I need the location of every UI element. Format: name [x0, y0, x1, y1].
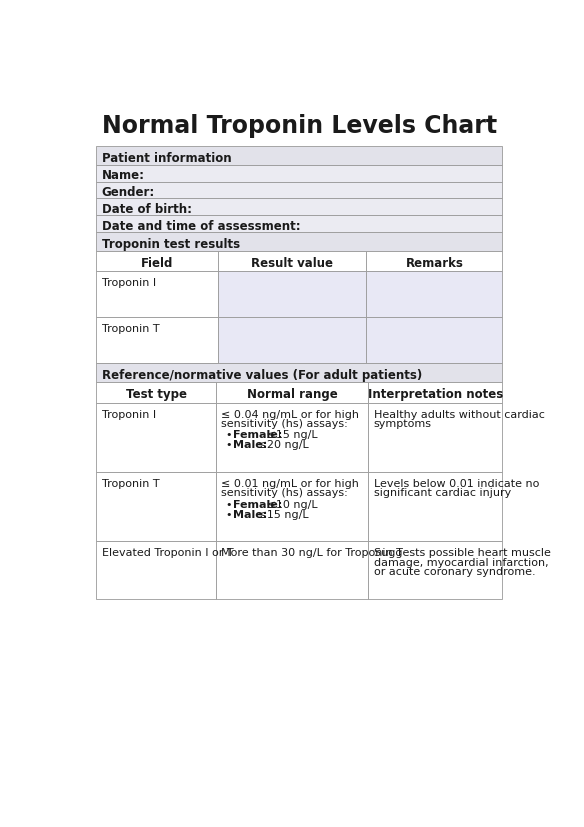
Text: sensitivity (hs) assays:: sensitivity (hs) assays:: [221, 418, 348, 428]
Text: significant cardiac injury: significant cardiac injury: [374, 488, 511, 498]
Text: ≤10 ng/L: ≤10 ng/L: [263, 500, 318, 509]
Bar: [96, 251, 218, 271]
Bar: [218, 271, 366, 318]
Bar: [216, 382, 369, 403]
Text: Interpretation notes: Interpretation notes: [368, 388, 503, 400]
Bar: [366, 318, 502, 364]
Text: •: •: [225, 430, 232, 440]
Text: Result value: Result value: [251, 257, 333, 270]
Text: Troponin I: Troponin I: [102, 409, 156, 419]
Text: Male:: Male:: [233, 509, 267, 519]
Text: Suggests possible heart muscle: Suggests possible heart muscle: [374, 547, 551, 557]
Bar: [96, 403, 216, 472]
Text: Normal Troponin Levels Chart: Normal Troponin Levels Chart: [102, 114, 497, 138]
Text: Remarks: Remarks: [405, 257, 463, 270]
Text: Field: Field: [141, 257, 173, 270]
Bar: [96, 382, 216, 403]
Bar: [216, 472, 369, 542]
Bar: [96, 165, 502, 182]
Bar: [96, 271, 218, 318]
Bar: [96, 199, 502, 216]
Text: •: •: [225, 440, 232, 450]
Text: Troponin T: Troponin T: [102, 324, 159, 334]
Text: •: •: [225, 500, 232, 509]
Bar: [96, 147, 502, 165]
Text: Reference/normative values (For adult patients): Reference/normative values (For adult pa…: [102, 368, 422, 381]
Bar: [96, 472, 216, 542]
Text: •: •: [225, 509, 232, 519]
Bar: [96, 216, 502, 233]
Bar: [366, 251, 502, 271]
Text: Patient information: Patient information: [102, 151, 231, 165]
Text: Date of birth:: Date of birth:: [102, 203, 192, 216]
Bar: [366, 271, 502, 318]
Text: ≤ 0.01 ng/mL or for high: ≤ 0.01 ng/mL or for high: [221, 478, 359, 489]
Text: Female:: Female:: [233, 430, 282, 440]
Bar: [96, 233, 502, 251]
Bar: [96, 364, 502, 382]
Text: damage, myocardial infarction,: damage, myocardial infarction,: [374, 557, 548, 566]
Text: Troponin I: Troponin I: [102, 278, 156, 288]
Text: ≤15 ng/L: ≤15 ng/L: [263, 430, 318, 440]
Text: Levels below 0.01 indicate no: Levels below 0.01 indicate no: [374, 478, 539, 489]
Text: Elevated Troponin I or T: Elevated Troponin I or T: [102, 547, 233, 557]
Text: Troponin test results: Troponin test results: [102, 237, 240, 251]
Bar: [218, 251, 366, 271]
Text: sensitivity (hs) assays:: sensitivity (hs) assays:: [221, 488, 348, 498]
Text: ≤20 ng/L: ≤20 ng/L: [255, 440, 309, 450]
Text: Gender:: Gender:: [102, 186, 155, 199]
Bar: [369, 382, 502, 403]
Bar: [218, 318, 366, 364]
Text: or acute coronary syndrome.: or acute coronary syndrome.: [374, 566, 536, 576]
Bar: [216, 403, 369, 472]
Text: Test type: Test type: [126, 388, 187, 400]
Text: More than 30 ng/L for Troponin T: More than 30 ng/L for Troponin T: [221, 547, 404, 557]
Text: Date and time of assessment:: Date and time of assessment:: [102, 220, 300, 233]
Text: symptoms: symptoms: [374, 418, 432, 428]
Text: Troponin T: Troponin T: [102, 478, 159, 489]
Bar: [96, 318, 218, 364]
Text: Healthy adults without cardiac: Healthy adults without cardiac: [374, 409, 545, 419]
Bar: [96, 542, 216, 599]
Text: Female:: Female:: [233, 500, 282, 509]
Text: ≤ 0.04 ng/mL or for high: ≤ 0.04 ng/mL or for high: [221, 409, 360, 419]
Bar: [369, 472, 502, 542]
Text: Name:: Name:: [102, 170, 145, 182]
Bar: [369, 542, 502, 599]
Bar: [369, 403, 502, 472]
Text: Normal range: Normal range: [247, 388, 338, 400]
Text: Male:: Male:: [233, 440, 267, 450]
Bar: [96, 182, 502, 199]
Bar: [216, 542, 369, 599]
Text: ≤15 ng/L: ≤15 ng/L: [255, 509, 309, 519]
